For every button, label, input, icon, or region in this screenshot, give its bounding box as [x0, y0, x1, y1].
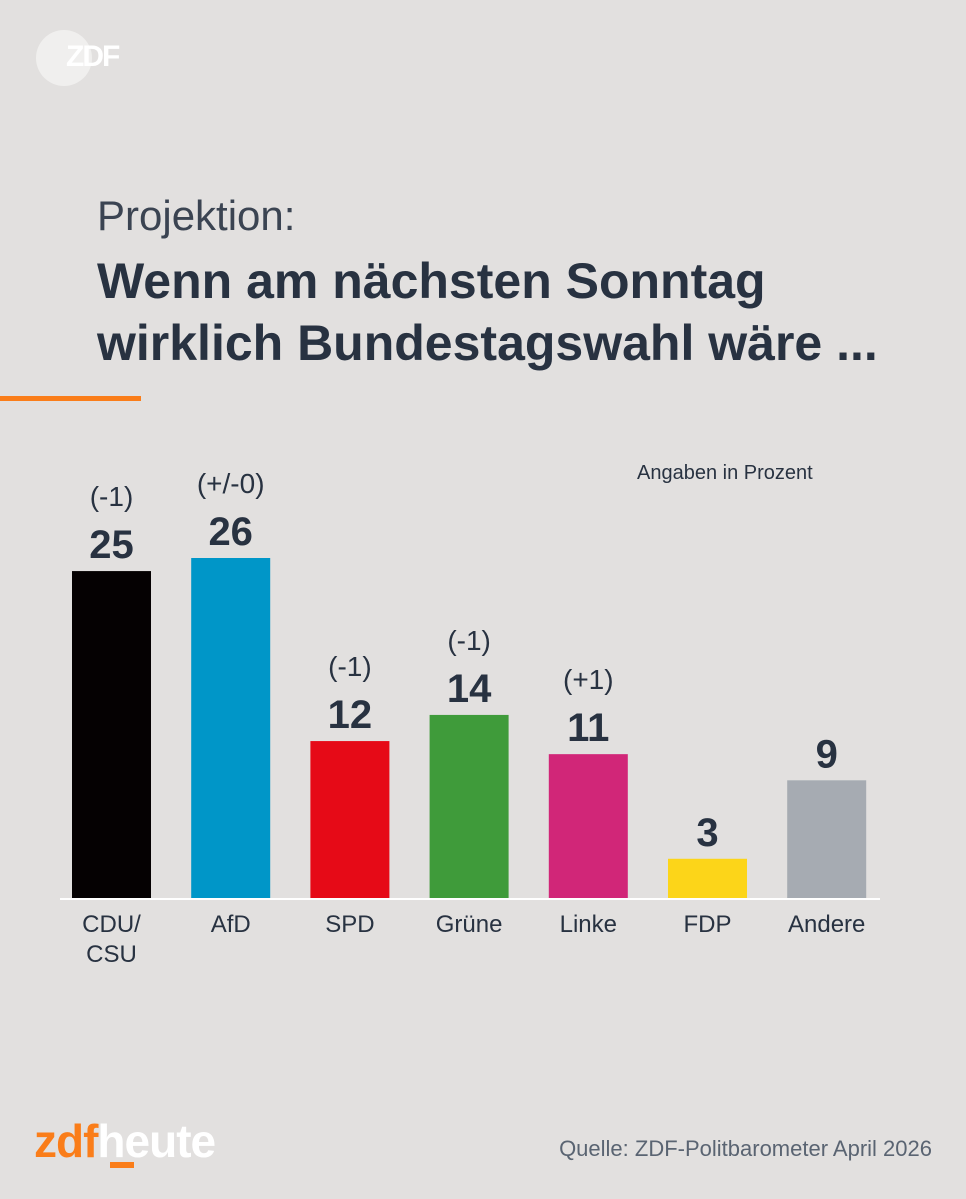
data-label: 25	[89, 523, 134, 567]
data-label: 14	[447, 667, 492, 711]
headline: Wenn am nächsten Sonntag wirklich Bundes…	[97, 250, 937, 374]
unit-note: Angaben in Prozent	[637, 462, 813, 484]
zdf-logo-circle	[36, 30, 92, 86]
brand-part-zdf: zdf	[34, 1115, 98, 1167]
category-label: Linke	[560, 911, 617, 938]
category-label: Grüne	[436, 911, 503, 938]
change-label: (-1)	[447, 625, 491, 656]
kicker: Projektion:	[97, 192, 296, 239]
category-label: SPD	[325, 911, 374, 938]
bar	[548, 754, 628, 898]
headline-line-2: wirklich Bundestagswahl wäre ...	[97, 315, 878, 371]
category-label: FDP	[684, 911, 732, 938]
category-label: CSU	[86, 941, 137, 968]
brand-underline	[110, 1162, 134, 1168]
category-label: CDU/	[82, 911, 141, 938]
accent-line	[0, 396, 141, 401]
category-label: AfD	[211, 911, 251, 938]
bar	[191, 558, 271, 898]
change-label: (-1)	[90, 481, 134, 512]
bar	[429, 714, 509, 898]
change-label: (+/-0)	[197, 468, 265, 499]
data-label: 12	[328, 693, 373, 737]
bar	[72, 571, 151, 898]
data-label: 9	[816, 732, 838, 776]
zdfheute-logo: zdfheute	[34, 1114, 216, 1168]
change-label: (+1)	[563, 664, 614, 695]
zdf-logo: ZDF	[66, 40, 120, 73]
category-label: Andere	[788, 911, 865, 938]
data-label: 11	[567, 706, 609, 750]
data-label: 26	[208, 510, 253, 554]
bar	[668, 858, 747, 898]
change-label: (-1)	[328, 651, 372, 682]
brand-part-heute: heute	[97, 1115, 216, 1167]
bar	[787, 780, 867, 898]
headline-line-1: Wenn am nächsten Sonntag	[97, 253, 766, 309]
source-note: Quelle: ZDF-Politbarometer April 2026	[559, 1136, 932, 1161]
bar	[310, 741, 390, 898]
data-label: 3	[696, 811, 718, 855]
